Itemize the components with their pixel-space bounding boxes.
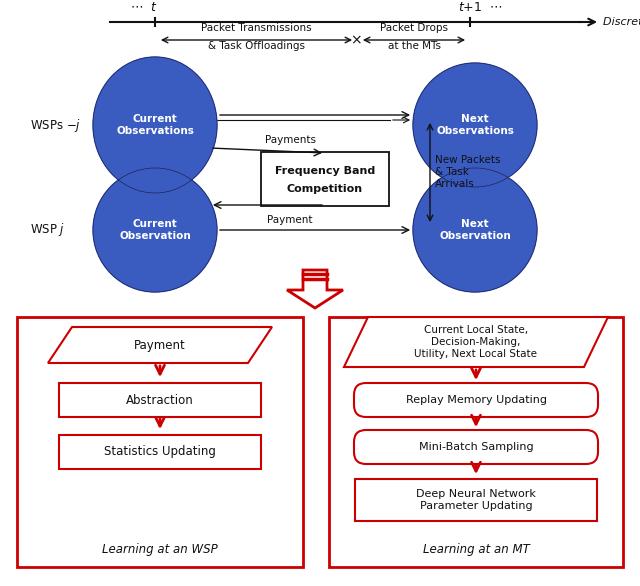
Polygon shape <box>344 317 608 367</box>
Text: & Task Offloadings: & Task Offloadings <box>207 41 305 51</box>
Text: $\cdots$  $t$: $\cdots$ $t$ <box>130 1 157 14</box>
Text: Payment: Payment <box>134 339 186 352</box>
Text: Mini-Batch Sampling: Mini-Batch Sampling <box>419 442 533 452</box>
Text: $\times$: $\times$ <box>350 33 362 47</box>
Text: Payments: Payments <box>264 135 316 145</box>
Text: Current Local State,
Decision-Making,
Utility, Next Local State: Current Local State, Decision-Making, Ut… <box>415 325 538 359</box>
Text: Frequency Band: Frequency Band <box>275 166 375 176</box>
Ellipse shape <box>413 63 537 187</box>
Text: Replay Memory Updating: Replay Memory Updating <box>406 395 547 405</box>
Text: Current
Observations: Current Observations <box>116 114 194 136</box>
Ellipse shape <box>93 168 217 292</box>
Text: Learning at an MT: Learning at an MT <box>422 543 529 556</box>
Text: $t{+}1$  $\cdots$: $t{+}1$ $\cdots$ <box>458 1 502 14</box>
Text: Current
Observation: Current Observation <box>119 219 191 241</box>
Text: Discrete Time: Discrete Time <box>603 17 640 27</box>
Text: Learning at an WSP: Learning at an WSP <box>102 543 218 556</box>
FancyBboxPatch shape <box>329 317 623 567</box>
Text: Abstraction: Abstraction <box>126 394 194 407</box>
Text: Payment: Payment <box>268 215 313 225</box>
FancyBboxPatch shape <box>59 435 261 469</box>
Ellipse shape <box>93 57 217 193</box>
FancyBboxPatch shape <box>261 152 389 206</box>
Text: Next
Observations: Next Observations <box>436 114 514 136</box>
Text: WSPs $-j$: WSPs $-j$ <box>30 117 81 134</box>
FancyBboxPatch shape <box>354 430 598 464</box>
Ellipse shape <box>413 168 537 292</box>
Text: at the MTs: at the MTs <box>387 41 440 51</box>
Text: Packet Transmissions: Packet Transmissions <box>201 23 311 33</box>
FancyBboxPatch shape <box>59 383 261 417</box>
Text: Statistics Updating: Statistics Updating <box>104 445 216 458</box>
Polygon shape <box>48 327 272 363</box>
Text: Next
Observation: Next Observation <box>439 219 511 241</box>
FancyBboxPatch shape <box>17 317 303 567</box>
FancyBboxPatch shape <box>354 383 598 417</box>
Text: WSP $j$: WSP $j$ <box>30 222 65 239</box>
Text: Competition: Competition <box>287 185 363 195</box>
Text: Deep Neural Network
Parameter Updating: Deep Neural Network Parameter Updating <box>416 489 536 511</box>
Text: New Packets
& Task
Arrivals: New Packets & Task Arrivals <box>435 155 500 189</box>
FancyBboxPatch shape <box>355 479 597 521</box>
Polygon shape <box>287 270 343 308</box>
Text: Packet Drops: Packet Drops <box>380 23 448 33</box>
